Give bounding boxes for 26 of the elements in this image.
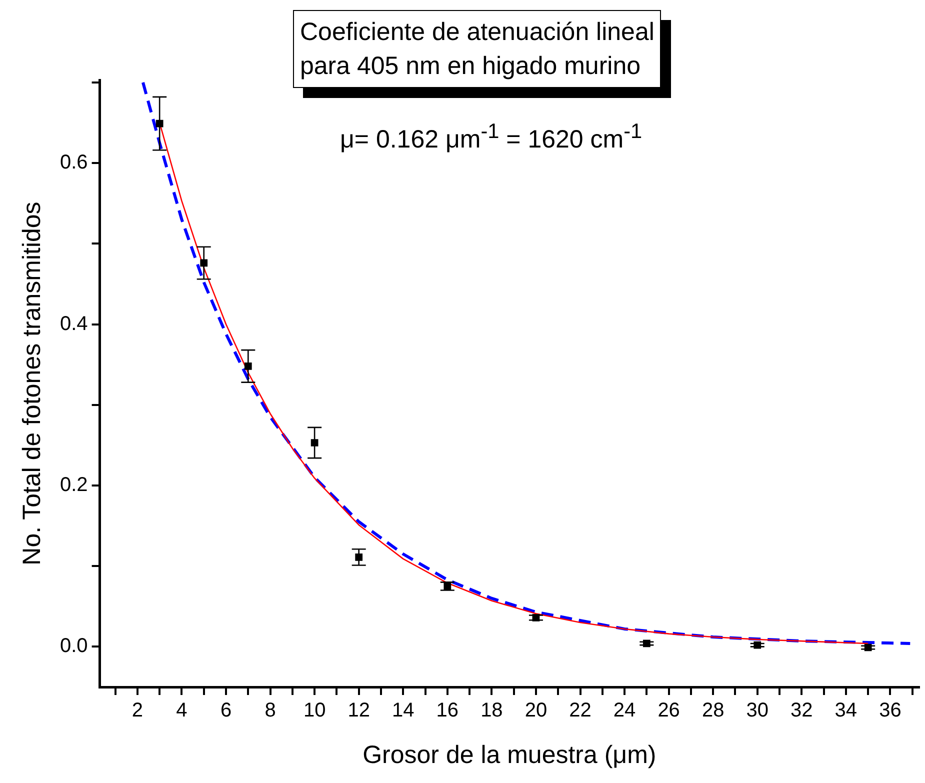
x-tick-label: 12 [348,700,370,722]
x-tick-label: 36 [879,700,902,722]
x-tick-label: 22 [569,700,592,722]
x-axis-title: Grosor de la muestra (μm) [362,740,656,769]
x-tick-label: 26 [658,700,680,722]
x-tick-label: 2 [132,700,144,722]
y-tick-label: 0.6 [60,152,88,174]
x-tick-label: 24 [613,700,636,722]
x-tick-label: 20 [524,700,548,722]
y-tick-label: 0.4 [60,312,88,335]
x-tick-label: 6 [220,700,232,722]
x-tick-label: 18 [480,700,503,722]
chart-title: Coeficiente de atenuación lineal para 405 nm en higado murino [293,10,662,88]
x-tick-label: 30 [746,700,768,722]
y-axis-title: No. Total de fotones transmitidos [18,202,46,566]
x-tick-label: 32 [790,700,813,722]
x-tick-label: 4 [176,700,188,722]
y-tick-label: 0.0 [60,635,88,658]
annotation: μ= 0.162 μm$^{-1}$ = 1620 cm$^{-1}$ [340,120,642,154]
x-tick-label: 16 [436,700,459,722]
x-tick-label: 14 [392,700,414,722]
x-tick-label: 34 [834,700,858,722]
x-tick-label: 28 [702,700,724,722]
x-tick-label: 10 [303,700,326,722]
x-tick-label: 8 [264,700,276,722]
y-tick-label: 0.2 [60,474,88,496]
